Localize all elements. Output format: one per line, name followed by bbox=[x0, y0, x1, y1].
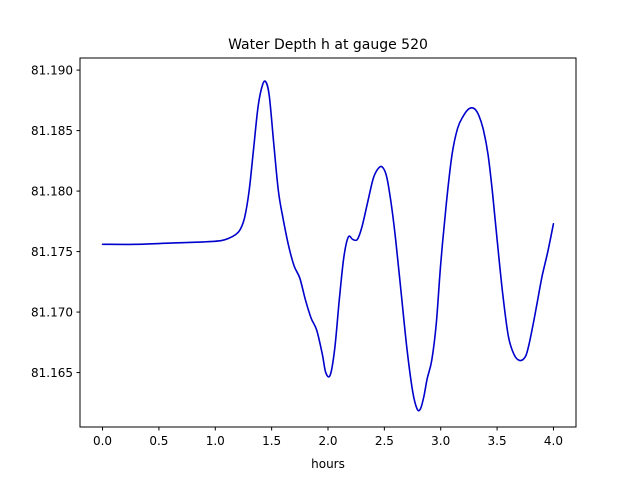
x-tick-label: 2.5 bbox=[375, 434, 394, 448]
y-tick-label: 81.185 bbox=[31, 124, 73, 138]
y-tick-label: 81.175 bbox=[31, 245, 73, 259]
x-tick-label: 1.0 bbox=[206, 434, 225, 448]
x-tick-label: 1.5 bbox=[262, 434, 281, 448]
y-tick-label: 81.170 bbox=[31, 306, 73, 320]
y-axis-ticks: 81.165 81.170 81.175 81.180 81.185 81.190 bbox=[31, 64, 80, 380]
x-tick-label: 0.0 bbox=[93, 434, 112, 448]
series-line bbox=[101, 80, 555, 412]
x-axis-label: hours bbox=[311, 457, 345, 471]
x-tick-label: 0.5 bbox=[149, 434, 168, 448]
x-axis-ticks: 0.0 0.5 1.0 1.5 2.0 2.5 3.0 3.5 4.0 bbox=[93, 427, 563, 448]
x-tick-label: 2.0 bbox=[318, 434, 337, 448]
y-tick-label: 81.165 bbox=[31, 366, 73, 380]
chart-title: Water Depth h at gauge 520 bbox=[228, 37, 428, 53]
x-tick-label: 3.0 bbox=[431, 434, 450, 448]
y-tick-label: 81.190 bbox=[31, 64, 73, 78]
x-tick-label: 4.0 bbox=[544, 434, 563, 448]
plot-area-frame bbox=[79, 57, 577, 428]
x-tick-label: 3.5 bbox=[488, 434, 507, 448]
y-tick-label: 81.180 bbox=[31, 185, 73, 199]
